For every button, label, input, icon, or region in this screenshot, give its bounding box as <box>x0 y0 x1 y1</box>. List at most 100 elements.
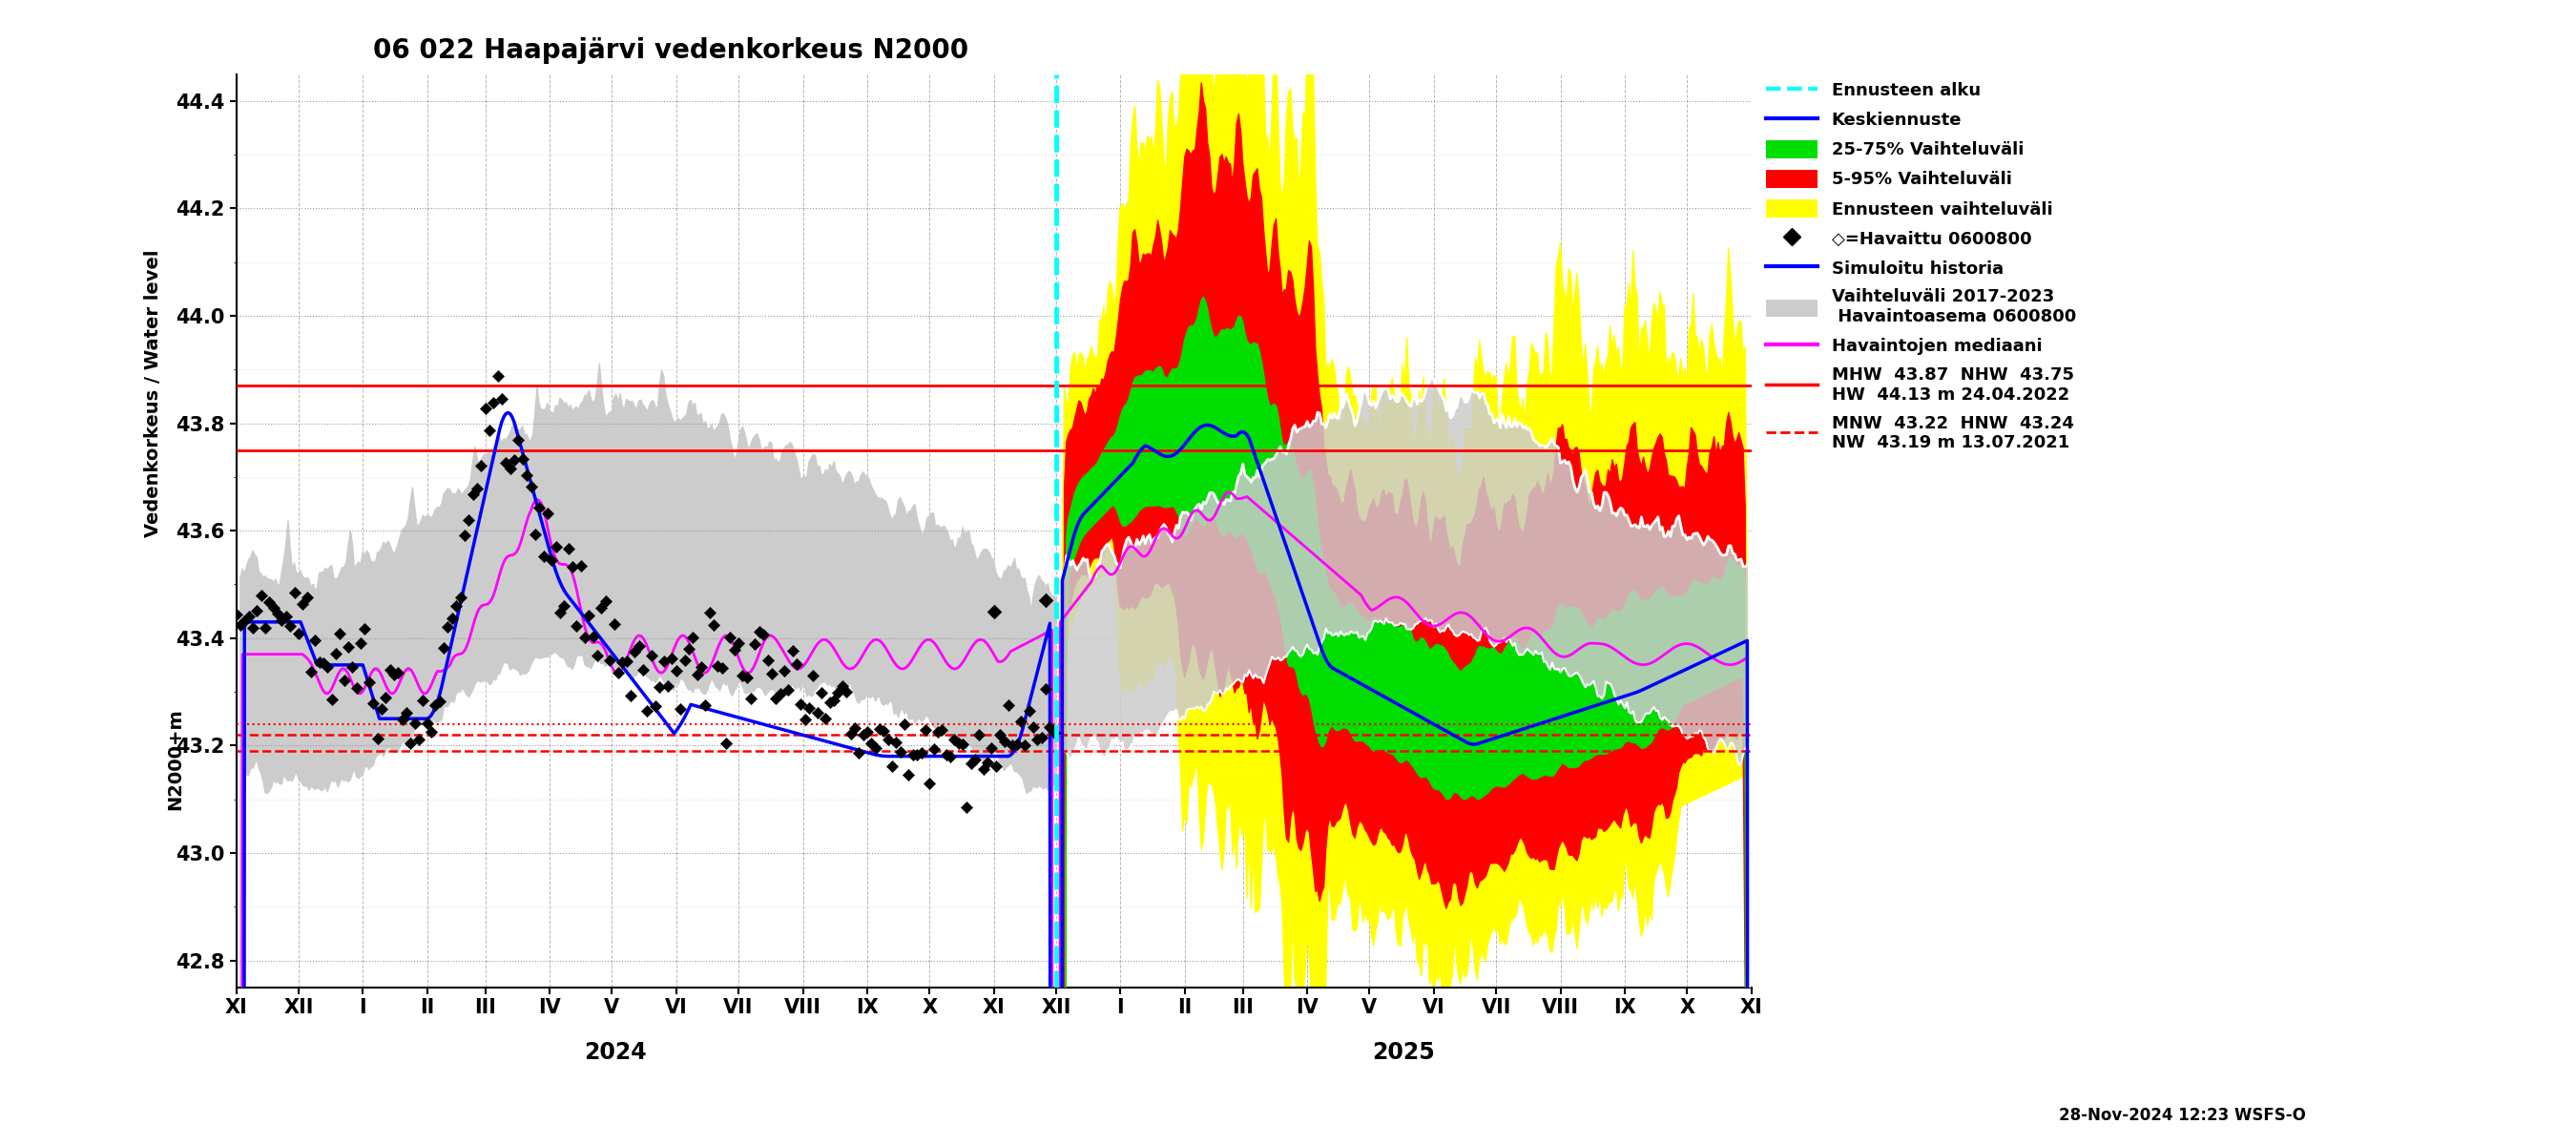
Point <box>410 722 451 741</box>
Point <box>366 688 407 706</box>
Point <box>809 693 850 711</box>
Point <box>386 704 428 722</box>
Point <box>814 692 855 710</box>
Point <box>531 552 572 570</box>
Point <box>760 685 801 703</box>
Point <box>951 755 992 773</box>
Point <box>739 622 781 640</box>
Point <box>837 743 878 761</box>
Point <box>1018 731 1059 749</box>
Point <box>252 599 294 617</box>
Point <box>484 455 526 473</box>
Point <box>332 657 374 676</box>
Point <box>464 400 505 418</box>
Point <box>407 713 448 732</box>
Point <box>1025 680 1066 698</box>
Point <box>943 735 984 753</box>
Point <box>353 694 394 712</box>
Point <box>634 696 675 714</box>
Point <box>672 629 714 647</box>
Point <box>688 603 729 622</box>
Point <box>232 619 273 638</box>
Point <box>510 477 551 496</box>
Point <box>796 703 837 721</box>
Point <box>909 774 951 792</box>
Point <box>592 615 634 633</box>
Point <box>956 750 997 768</box>
Point <box>657 662 698 680</box>
Point <box>976 757 1018 775</box>
Point <box>294 631 335 649</box>
Point <box>644 653 685 671</box>
Point <box>605 653 647 671</box>
Point <box>245 618 286 637</box>
Point <box>482 390 523 409</box>
Point <box>564 629 605 647</box>
Point <box>835 719 876 737</box>
Point <box>719 634 760 653</box>
Point <box>1030 718 1072 736</box>
Point <box>677 665 719 684</box>
Point <box>219 616 260 634</box>
Point <box>474 394 515 412</box>
Point <box>590 652 631 670</box>
Point <box>863 721 904 740</box>
Point <box>502 449 544 467</box>
Point <box>345 619 386 638</box>
Point <box>783 711 824 729</box>
Point <box>788 698 829 717</box>
Point <box>374 665 415 684</box>
Point <box>881 743 922 761</box>
Point <box>930 748 971 766</box>
Point <box>693 615 734 633</box>
Point <box>456 480 497 498</box>
Point <box>966 753 1007 772</box>
Point <box>755 689 796 708</box>
Point <box>497 431 538 449</box>
Point <box>440 587 482 606</box>
Point <box>781 695 822 713</box>
Point <box>685 696 726 714</box>
Point <box>933 731 974 749</box>
Point <box>528 505 569 523</box>
Point <box>848 722 889 741</box>
Point <box>314 643 355 662</box>
Point <box>979 726 1020 744</box>
Point <box>858 720 899 739</box>
Point <box>327 638 368 656</box>
Point <box>551 558 592 576</box>
Point <box>963 759 1005 777</box>
Point <box>827 682 868 701</box>
Point <box>368 661 410 679</box>
Point <box>987 696 1028 714</box>
Point <box>394 714 435 733</box>
Point <box>925 745 966 764</box>
Point <box>884 716 925 734</box>
Point <box>945 798 987 816</box>
Point <box>507 466 549 484</box>
Point <box>775 655 817 673</box>
Point <box>430 609 471 627</box>
Point <box>265 607 307 625</box>
Point <box>829 725 871 743</box>
Point <box>618 637 659 655</box>
Text: 2024: 2024 <box>585 1041 647 1064</box>
Point <box>747 650 788 669</box>
Point <box>902 744 943 763</box>
Point <box>762 662 804 680</box>
Point <box>270 616 312 634</box>
Point <box>515 524 556 543</box>
Point <box>428 617 469 635</box>
Point <box>258 605 299 623</box>
Point <box>958 726 999 744</box>
Point <box>379 663 420 681</box>
Point <box>917 722 958 741</box>
Point <box>443 526 484 544</box>
Point <box>281 594 322 613</box>
Point <box>577 647 618 665</box>
Point <box>538 603 580 622</box>
Point <box>355 729 397 748</box>
Point <box>495 451 536 469</box>
Point <box>402 690 443 709</box>
Point <box>399 731 440 749</box>
